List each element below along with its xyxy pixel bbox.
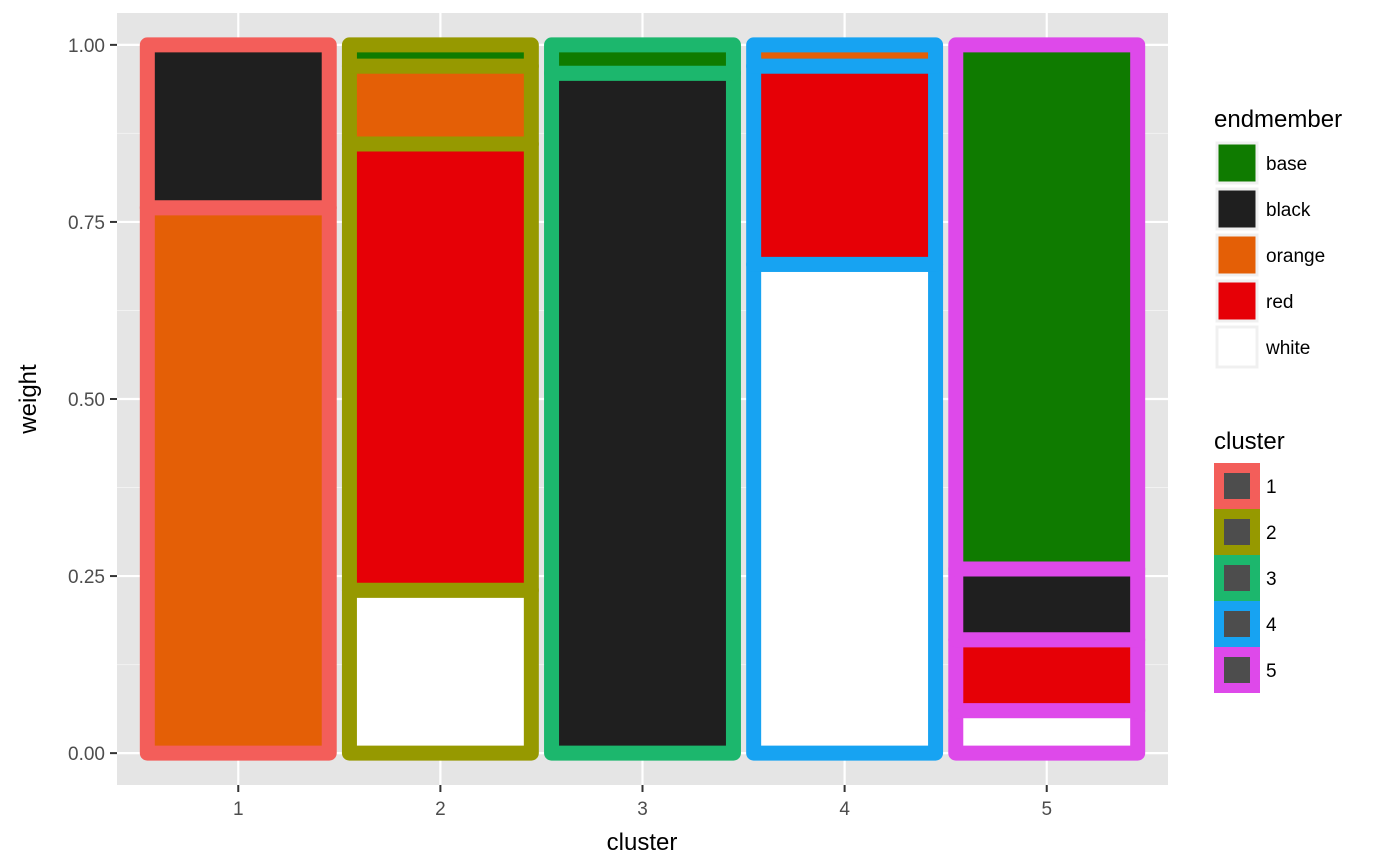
bars-layer <box>139 37 1146 761</box>
legend-key-cluster-1 <box>1214 463 1260 509</box>
legend-label-red: red <box>1266 292 1293 313</box>
legend-label-cluster-4: 4 <box>1266 615 1277 636</box>
y-tick-label: 0.25 <box>68 567 105 588</box>
bar-segment-base-cluster-5 <box>948 37 1146 577</box>
legend-label-cluster-3: 3 <box>1266 569 1277 590</box>
y-tick-label: 1.00 <box>68 36 105 57</box>
legend-label-cluster-5: 5 <box>1266 661 1277 682</box>
legend-label-cluster-1: 1 <box>1266 477 1277 498</box>
axis-layer: 0.00 0.25 0.50 0.75 1.00 1 2 3 4 5 <box>68 36 1052 820</box>
x-tick-label: 3 <box>637 799 648 820</box>
legend-key-cluster-5 <box>1214 647 1260 693</box>
legend-label-white: white <box>1265 338 1310 359</box>
legend-title-cluster: cluster <box>1214 428 1285 455</box>
legend-key-cluster-2 <box>1214 509 1260 555</box>
y-tick-label: 0.00 <box>68 744 105 765</box>
legend-label-black: black <box>1266 200 1311 221</box>
legend-key-white <box>1215 325 1259 369</box>
bar-segment-red-cluster-2 <box>341 136 539 598</box>
legend-label-orange: orange <box>1266 246 1325 267</box>
legend-key-orange <box>1215 233 1259 277</box>
bar-segment-orange-cluster-4 <box>746 37 944 74</box>
legend-layer: endmember base black orange red white cluster 1… <box>1214 106 1342 693</box>
bar-segment-black-cluster-3 <box>544 65 741 761</box>
bar-segment-black-cluster-5 <box>948 561 1146 648</box>
y-tick-label: 0.50 <box>68 390 105 411</box>
legend-label-cluster-2: 2 <box>1266 523 1277 544</box>
legend-key-base <box>1215 141 1259 185</box>
legend-key-cluster-4 <box>1214 601 1260 647</box>
legend-key-black <box>1215 187 1259 231</box>
bar-segment-base-cluster-2 <box>341 37 539 74</box>
x-tick-label: 1 <box>233 799 244 820</box>
x-tick-label: 4 <box>839 799 850 820</box>
y-axis-title: weight <box>15 364 42 435</box>
bar-segment-white-cluster-2 <box>341 582 539 761</box>
legend-key-cluster-3 <box>1214 555 1260 601</box>
bar-segment-red-cluster-4 <box>746 58 944 272</box>
bar-segment-orange-cluster-1 <box>139 200 337 761</box>
bar-segment-orange-cluster-2 <box>341 58 539 152</box>
x-tick-label: 5 <box>1041 799 1052 820</box>
bar-segment-base-cluster-3 <box>544 37 741 81</box>
bar-segment-black-cluster-1 <box>139 37 337 216</box>
bar-segment-white-cluster-4 <box>746 256 944 761</box>
legend-label-base: base <box>1266 154 1307 175</box>
legend-key-red <box>1215 279 1259 323</box>
x-axis-title: cluster <box>607 829 678 856</box>
y-tick-label: 0.75 <box>68 213 105 234</box>
legend-title-endmember: endmember <box>1214 106 1342 133</box>
bar-segment-red-cluster-5 <box>948 632 1146 719</box>
x-tick-label: 2 <box>435 799 446 820</box>
